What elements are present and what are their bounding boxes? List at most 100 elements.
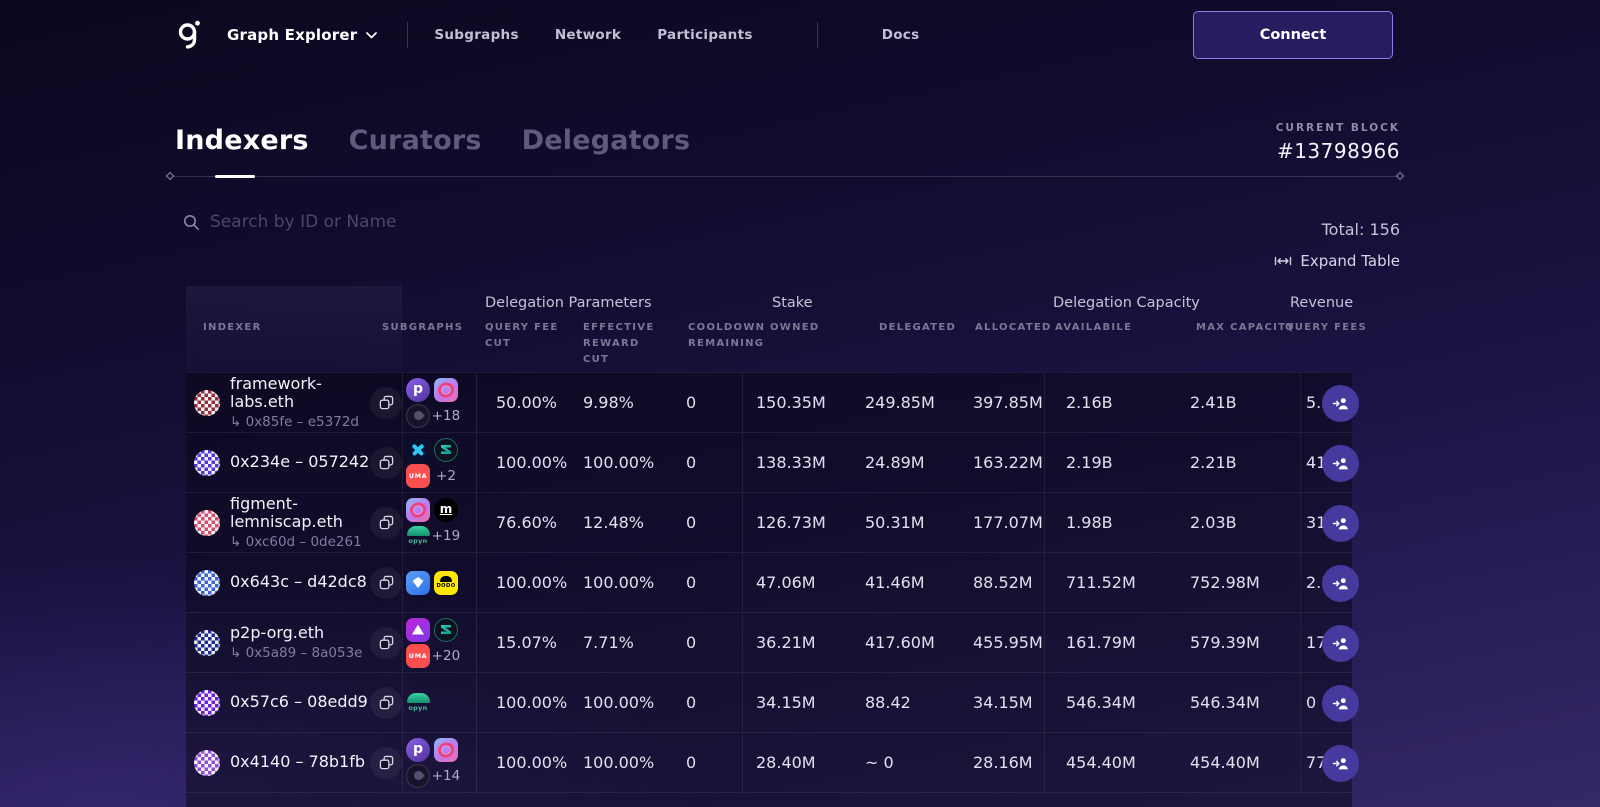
owned-value: 150.35M (742, 373, 852, 432)
group-delegation-parameters: Delegation Parameters (485, 295, 652, 311)
table-row[interactable]: 0x4140 – 78b1fb +14 100.00% 100.00% 0 28… (186, 732, 1359, 792)
copy-address-button[interactable] (370, 746, 402, 779)
subgraph-more-count: +20 (431, 647, 461, 664)
indexer-name: p2p-org.eth (230, 622, 325, 642)
tab-indexers[interactable]: Indexers (175, 125, 309, 156)
col-indexer[interactable]: INDEXER (186, 320, 370, 336)
nav-item-participants[interactable]: Participants (657, 27, 753, 43)
delegate-icon (1332, 458, 1348, 470)
cooldown-remaining-value: 0 (686, 393, 697, 412)
tab-curators[interactable]: Curators (348, 125, 482, 156)
max-capacity-value: 546.34M (1190, 693, 1260, 712)
connect-button[interactable]: Connect (1193, 11, 1393, 59)
graph-logo-icon[interactable] (175, 20, 205, 50)
copy-address-button[interactable] (370, 566, 402, 599)
copy-address-button[interactable] (370, 386, 402, 419)
available-value: 1.98B (1044, 493, 1178, 552)
table-body: framework-labs.eth ↳ 0x85fe – e5372d +18… (186, 372, 1359, 807)
indexer-avatar (194, 509, 220, 536)
table-row[interactable]: 0x643c – d42dc8 100.00% 100.00% 0 47.06M… (186, 552, 1359, 612)
opyn-subgraph-icon (406, 524, 430, 548)
copy-address-button[interactable] (370, 506, 402, 539)
delegate-button[interactable] (1322, 625, 1359, 662)
delegate-button[interactable] (1322, 385, 1359, 422)
diamond-end-icon (165, 171, 175, 180)
copy-address-button[interactable] (370, 626, 402, 659)
query-fees-value: 0 (1300, 673, 1352, 732)
subgraph-more-count: +18 (431, 407, 461, 424)
delegate-button[interactable] (1322, 685, 1359, 722)
pickle-subgraph-icon (406, 737, 430, 762)
available-value: 711.52M (1044, 553, 1178, 612)
tab-delegators[interactable]: Delegators (521, 125, 691, 156)
group-delegation-capacity: Delegation Capacity (1053, 295, 1200, 311)
query-fee-cut-value: 50.00% (476, 373, 568, 432)
copy-address-button[interactable] (370, 686, 402, 719)
indexer-avatar (194, 569, 220, 596)
col-owned[interactable]: OWNED (770, 322, 820, 333)
sushi-subgraph-icon (434, 737, 458, 762)
nav-links: Subgraphs Network Participants Docs (434, 22, 919, 48)
table-row[interactable]: figment-lemniscap.eth ↳ 0xc60d – 0de261 … (186, 492, 1359, 552)
current-block: CURRENT BLOCK #13798966 (1276, 122, 1400, 163)
table-row[interactable]: 0x234e – 057242 +2 100.00% 100.00% 0 138… (186, 432, 1359, 492)
nav-item-subgraphs[interactable]: Subgraphs (434, 27, 519, 43)
tabs-rule (165, 171, 1405, 180)
indexer-avatar (194, 449, 220, 476)
table-row[interactable]: p2p-org.eth ↳ 0x5a89 – 8a053e +20 15.07% (186, 612, 1359, 672)
delegate-button[interactable] (1322, 565, 1359, 602)
table-row-partial (186, 792, 1352, 807)
copy-icon (379, 635, 393, 650)
indexer-name: 0x4140 – 78b1fb (230, 752, 366, 772)
indexer-avatar (194, 689, 220, 716)
delegate-icon (1332, 398, 1348, 410)
query-fee-cut-value: 100.00% (476, 733, 568, 792)
expand-horizontal-icon (1275, 256, 1292, 266)
indexer-cell: figment-lemniscap.eth ↳ 0xc60d – 0de261 (186, 493, 370, 552)
delegate-button[interactable] (1322, 445, 1359, 482)
indexer-cell: 0x57c6 – 08edd9 (186, 673, 370, 732)
delegated-value: 50.31M (865, 513, 925, 532)
copy-icon (379, 695, 393, 710)
cooldown-remaining-value: 0 (686, 693, 697, 712)
search-input[interactable] (210, 212, 630, 232)
effective-reward-cut-value: 7.71% (583, 633, 634, 652)
allocated-value: 455.95M (973, 633, 1043, 652)
app-switcher[interactable]: Graph Explorer (227, 26, 378, 44)
allocated-value: 28.16M (973, 753, 1033, 772)
max-capacity-value: 2.41B (1190, 393, 1237, 412)
sushi-subgraph-icon (406, 497, 430, 522)
available-value: 546.34M (1044, 673, 1178, 732)
delegate-button[interactable] (1322, 505, 1359, 542)
table-row[interactable]: framework-labs.eth ↳ 0x85fe – e5372d +18… (186, 372, 1359, 432)
col-delegated[interactable]: DELEGATED (879, 322, 957, 333)
col-query-fees[interactable]: QUERY FEES (1285, 322, 1368, 333)
active-tab-underline (215, 175, 255, 178)
indexer-avatar (194, 629, 220, 656)
max-capacity-value: 454.40M (1190, 753, 1260, 772)
delegate-button[interactable] (1322, 745, 1359, 782)
available-value: 161.79M (1044, 613, 1178, 672)
col-cooldown-remaining[interactable]: COOLDOWN REMAINING (688, 322, 766, 349)
table-toolbar: Total: 156 Expand Table (1274, 220, 1400, 270)
indexer-name: 0x57c6 – 08edd9 (230, 692, 368, 712)
col-query-fee-cut[interactable]: QUERY FEE CUT (485, 322, 559, 349)
col-available[interactable]: AVAILABILE (1055, 322, 1133, 333)
expand-table-button[interactable]: Expand Table (1274, 252, 1400, 270)
delegated-value: 249.85M (865, 393, 935, 412)
delegated-value: 417.60M (865, 633, 935, 652)
indexers-table: Delegation Parameters Stake Delegation C… (186, 286, 1368, 807)
query-fee-cut-value: 100.00% (476, 433, 568, 492)
table-group-header: Delegation Parameters Stake Delegation C… (186, 290, 1353, 316)
copy-address-button[interactable] (370, 446, 402, 479)
nav-item-docs[interactable]: Docs (881, 27, 920, 43)
search-icon (184, 214, 199, 230)
uma-subgraph-icon (406, 463, 430, 488)
nav-item-network[interactable]: Network (554, 27, 622, 43)
opyn-subgraph-icon (406, 691, 430, 715)
col-allocated[interactable]: ALLOCATED (975, 322, 1052, 333)
col-subgraphs[interactable]: SUBGRAPHS (382, 322, 464, 333)
col-max-capacity[interactable]: MAX CAPACITY (1196, 322, 1295, 333)
table-row[interactable]: 0x57c6 – 08edd9 100.00% 100.00% 0 34.15M… (186, 672, 1359, 732)
col-effective-reward-cut[interactable]: EFFECTIVE REWARD CUT (583, 322, 655, 365)
